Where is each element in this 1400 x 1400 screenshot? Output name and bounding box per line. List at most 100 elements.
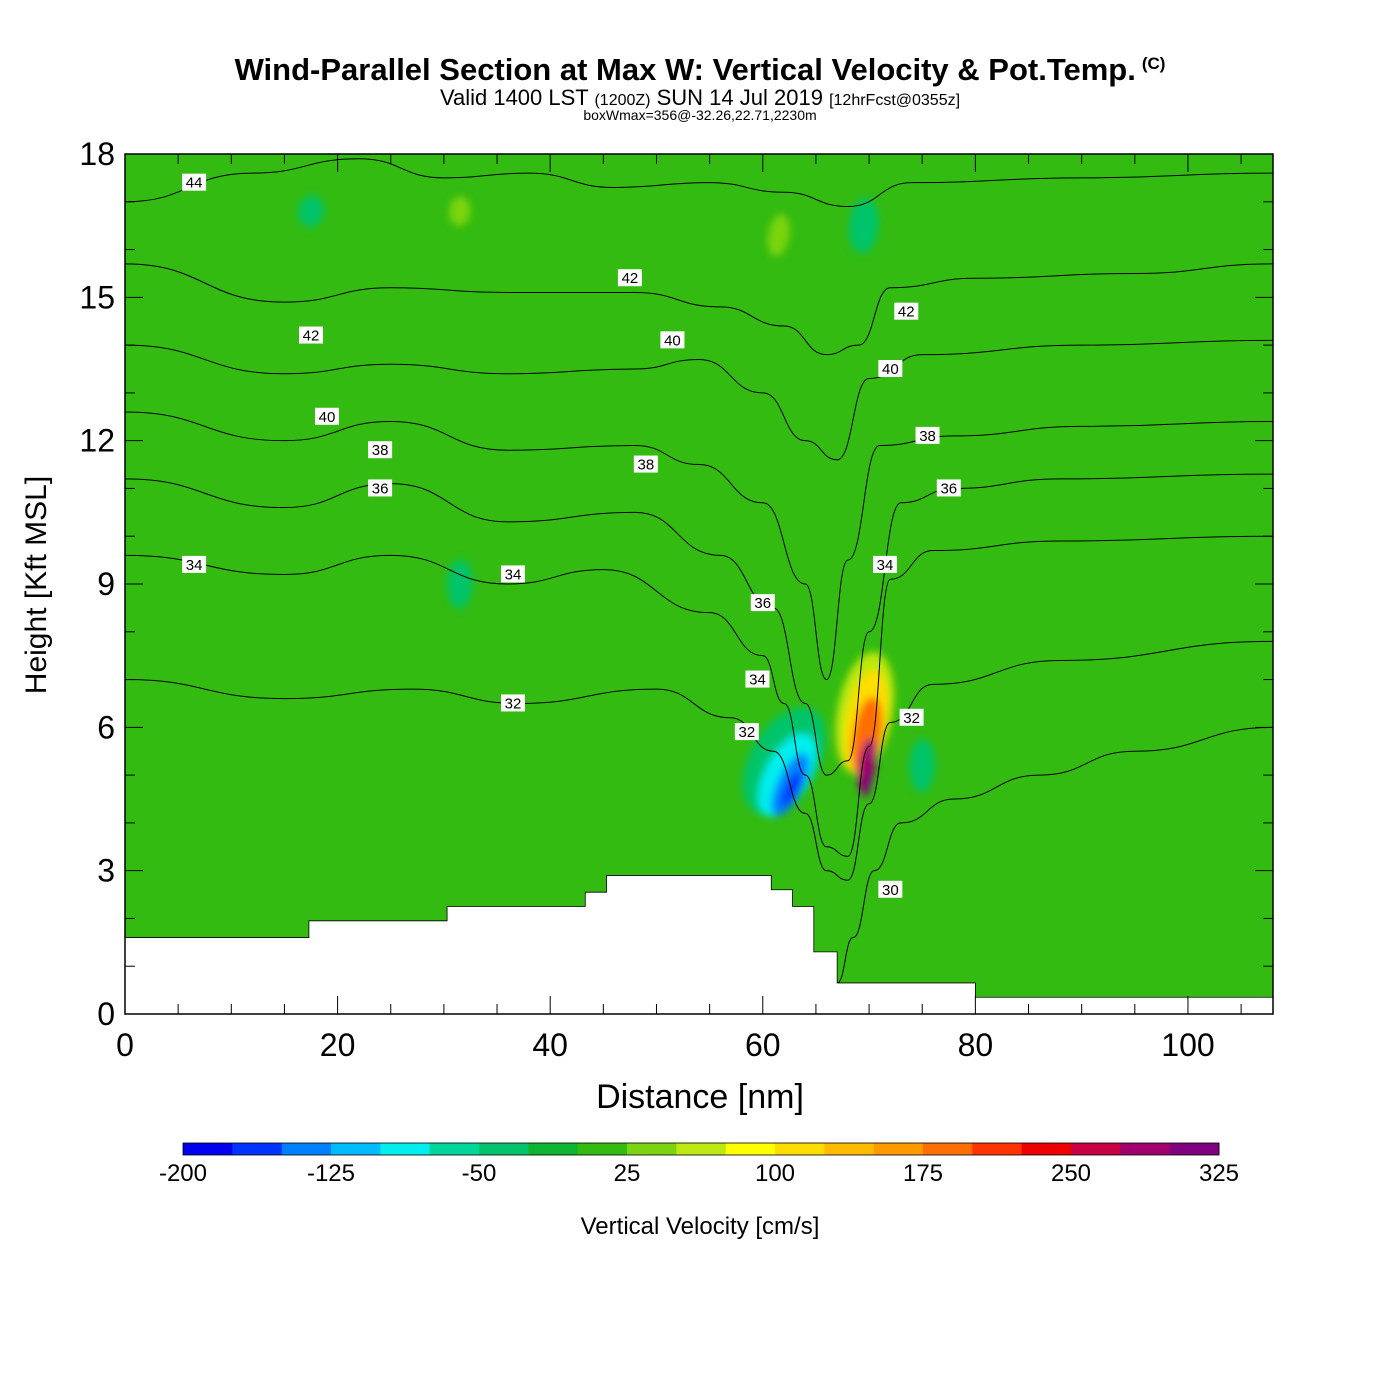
y-tick-label: 0 (97, 996, 115, 1032)
isentrope-42 (125, 263, 1273, 356)
colorbar-swatch (528, 1143, 579, 1155)
isentrope-34 (125, 535, 1273, 857)
contour-label: 36 (368, 479, 393, 497)
colorbar-label: Vertical Velocity [cm/s] (581, 1213, 820, 1240)
terrain-mask (125, 875, 1273, 1014)
velocity-region-lime-top-2 (767, 214, 790, 257)
contour-label-text: 34 (877, 557, 894, 574)
colorbar-swatch (380, 1143, 431, 1155)
isentrope-44 (125, 158, 1273, 208)
y-tick-label: 15 (79, 279, 115, 315)
colorbar-swatch (1169, 1143, 1220, 1155)
contour-label-text: 34 (186, 557, 203, 574)
colorbar-swatch (873, 1143, 924, 1155)
contour-label-text: 42 (622, 270, 639, 287)
contour-labels: 44 42 42 42 40 40 40 38 38 38 36 36 36 34 34 34 34 32 32 32… (182, 173, 961, 899)
y-axis-label: Height [Kft MSL] (20, 476, 53, 694)
contour-label: 40 (660, 331, 685, 349)
contour-label-text: 42 (303, 328, 320, 345)
colorbar-swatch (1071, 1143, 1121, 1155)
title-text: Wind-Parallel Section at Max W: Vertical… (234, 52, 1136, 87)
copyright-mark: (C) (1141, 53, 1166, 73)
velocity-region-updraft-core (862, 772, 872, 798)
y-tick-label: 9 (97, 566, 115, 602)
isentrope-32 (125, 640, 1273, 881)
colorbar-tick-label: 25 (614, 1160, 641, 1187)
chart-title: Wind-Parallel Section at Max W: Vertical… (0, 52, 1400, 88)
contour-label-text: 44 (186, 175, 203, 192)
contour-label-text: 32 (505, 695, 522, 712)
colorbar-swatch (1021, 1143, 1072, 1155)
colorbar-tick-label: -125 (307, 1160, 355, 1187)
contour-label-text: 34 (749, 672, 766, 689)
x-tick-label: 0 (116, 1027, 134, 1063)
contour-label: 38 (633, 455, 658, 474)
contour-label-text: 36 (754, 595, 771, 612)
colorbar-swatch (1120, 1143, 1171, 1155)
x-tick-label: 40 (532, 1027, 568, 1063)
colorbar-tick-label: -50 (462, 1160, 497, 1187)
velocity-region-lime-top-1 (449, 196, 471, 227)
colorbar-swatch (183, 1143, 233, 1155)
contour-label: 42 (894, 302, 919, 321)
contour-label: 32 (500, 694, 525, 712)
contour-label-text: 36 (940, 480, 957, 497)
colorbar-tick-label: 175 (903, 1160, 943, 1187)
colorbar-swatch (824, 1143, 875, 1155)
plot-area: 44 42 42 42 40 40 40 38 38 38 36 36 36 34 34 34 34 32 32 32… (125, 154, 1273, 1014)
contour-label: 34 (873, 555, 898, 574)
colorbar-swatch (627, 1143, 677, 1155)
colorbar-swatch (281, 1143, 332, 1155)
contour-label: 34 (500, 565, 525, 583)
contour-label-text: 32 (738, 724, 755, 741)
x-tick-label: 100 (1161, 1027, 1214, 1063)
contour-label: 34 (182, 555, 207, 574)
colorbar-tick-label: 250 (1051, 1160, 1091, 1187)
colorbar-swatch (429, 1143, 480, 1155)
colorbar-tick-label: -200 (159, 1160, 207, 1187)
y-tick-label: 6 (97, 709, 115, 745)
y-tick-label: 3 (97, 853, 115, 889)
forecast-info: [12hrFcst@0355z] (829, 92, 961, 109)
colorbar-swatch (479, 1143, 529, 1155)
velocity-region-teal-top-left (298, 195, 324, 228)
colorbar-tick-label: 100 (755, 1160, 795, 1187)
contour-label-text: 38 (919, 428, 936, 445)
contour-label-text: 40 (882, 361, 899, 378)
colorbar: -200 -125 -50 25 100 175 250 325 (159, 1142, 1239, 1187)
velocity-region-updraft-red (857, 738, 877, 793)
colorbar-tick-label: 325 (1199, 1160, 1239, 1187)
vertical-velocity-field (298, 195, 936, 817)
velocity-region-teal-top (848, 198, 879, 254)
contour-label: 40 (314, 407, 339, 426)
contour-label-text: 30 (882, 882, 899, 899)
contour-label-text: 42 (898, 304, 915, 321)
contour-label: 38 (915, 426, 940, 445)
contour-label-text: 32 (903, 710, 920, 727)
valid-date: SUN 14 Jul 2019 (656, 85, 823, 110)
velocity-region-teal-right (909, 738, 936, 793)
contour-label: 34 (745, 670, 770, 689)
contour-label: 38 (368, 441, 393, 459)
colorbar-swatch (676, 1143, 727, 1155)
colorbar-swatch (577, 1143, 628, 1155)
isentrope-30 (836, 726, 1273, 984)
contour-label: 42 (617, 269, 642, 287)
contour-label-text: 40 (664, 332, 681, 349)
contour-label: 40 (878, 360, 903, 378)
contour-label: 36 (936, 479, 961, 497)
isentrope-40 (125, 339, 1273, 461)
field-background (125, 154, 1273, 1014)
contour-label-text: 38 (372, 442, 389, 459)
colorbar-swatch (923, 1143, 973, 1155)
contour-label-text: 36 (372, 480, 389, 497)
contour-label: 42 (299, 326, 324, 345)
box-info: boxWmax=356@-32.26,22.71,2230m (583, 107, 817, 123)
contour-label: 32 (734, 723, 759, 741)
isentrope-38 (125, 411, 1273, 681)
x-axis-label: Distance [nm] (596, 1078, 804, 1116)
contour-label: 32 (899, 708, 924, 727)
potential-temperature-contours (125, 158, 1273, 984)
colorbar-swatch (775, 1143, 825, 1155)
